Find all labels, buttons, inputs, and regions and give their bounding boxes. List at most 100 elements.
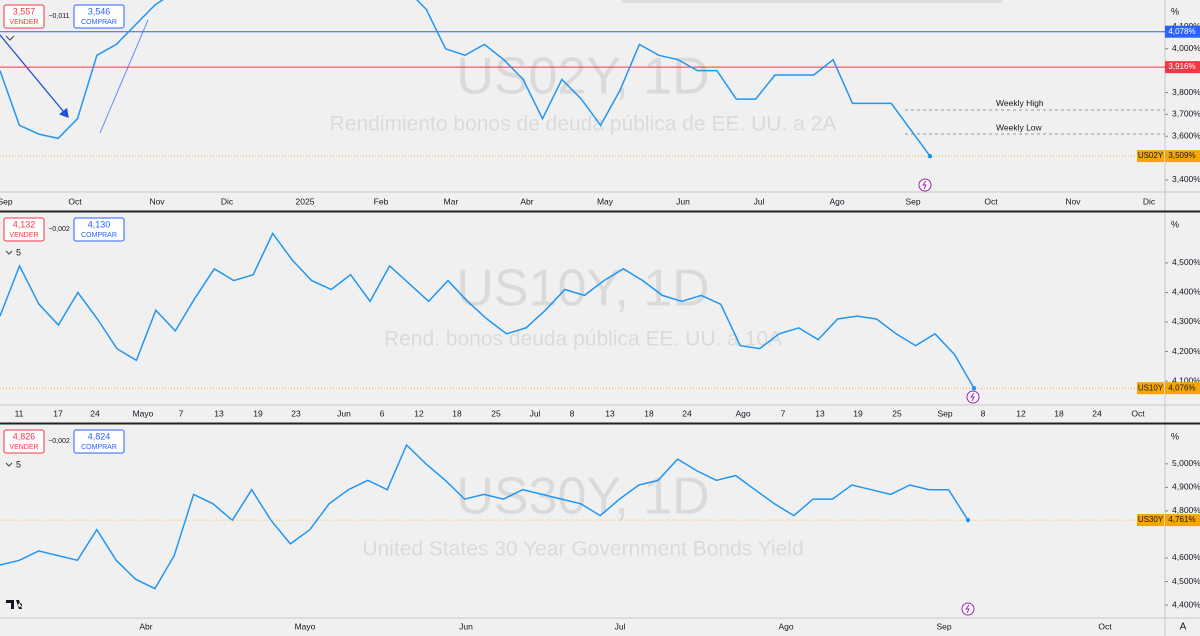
x-tick-label: 17 <box>53 408 63 418</box>
y-tick-label: 4,100% <box>1172 375 1200 385</box>
x-tick-label: 6 <box>380 408 385 418</box>
x-tick-label: Mayo <box>133 408 154 418</box>
y-tick-label: 3,600% <box>1172 130 1200 140</box>
x-tick-label: Oct <box>1131 408 1145 418</box>
x-tick-label: Jun <box>337 408 351 418</box>
x-tick-label: Nov <box>1065 196 1081 206</box>
interval-badge: 5 <box>16 459 21 469</box>
y-tick-label: 4,400% <box>1172 287 1200 297</box>
x-tick-label: 19 <box>853 408 863 418</box>
collapse-chevron[interactable] <box>5 462 13 467</box>
sell-price: 3,557 <box>13 6 36 16</box>
x-tick-label: 7 <box>179 408 184 418</box>
lightning-icons <box>918 178 980 616</box>
y-tick-label: 4,400% <box>1172 599 1200 609</box>
y-tick-label: 4,500% <box>1172 576 1200 586</box>
x-tick-label: Dic <box>1143 196 1156 206</box>
x-tick-label: Oct <box>68 196 82 206</box>
x-tick-label: Mayo <box>295 621 316 631</box>
sell-price: 4,826 <box>13 431 36 441</box>
x-tick-label: 8 <box>981 408 986 418</box>
y-tick-label: 4,200% <box>1172 346 1200 356</box>
buy-button[interactable] <box>73 217 125 242</box>
price-tag-label: 4,078% <box>1168 27 1195 36</box>
x-tick-label: 24 <box>682 408 692 418</box>
x-tick-label: 7 <box>781 408 786 418</box>
x-tick-label: Jul <box>530 408 541 418</box>
buy-label: COMPRAR <box>81 19 117 26</box>
symbol-tag-label: US02Y <box>1138 151 1164 160</box>
buy-button[interactable] <box>73 429 125 454</box>
trade-buttons: 4,132 VENDER −0,002 4,130 COMPRAR <box>3 217 125 242</box>
x-tick-label: Abr <box>520 196 533 206</box>
y-tick-label: 4,000% <box>1172 43 1200 53</box>
x-tick-label: Ago <box>829 196 844 206</box>
last-point <box>971 385 977 391</box>
last-value-tag <box>1165 514 1200 527</box>
axis-unit: % <box>1171 431 1179 441</box>
x-tick-label: 18 <box>644 408 654 418</box>
buy-label: COMPRAR <box>81 232 117 239</box>
last-point <box>927 153 933 159</box>
x-tick-label: May <box>597 196 614 206</box>
x-tick-label: Oct <box>984 196 998 206</box>
last-point <box>965 517 971 523</box>
x-tick-label: Ago <box>778 621 793 631</box>
x-tick-label: 2025 <box>296 196 315 206</box>
spread: −0,011 <box>48 13 69 20</box>
collapse-chevron[interactable] <box>5 250 13 255</box>
arrow-drawing <box>0 34 69 119</box>
y-tick-label: 4,900% <box>1172 482 1200 492</box>
sell-button[interactable] <box>3 4 45 29</box>
trend-drawing <box>99 19 149 134</box>
x-tick-label: Jul <box>615 621 626 631</box>
x-tick-label: Jun <box>676 196 690 206</box>
last-value-label: 4,076% <box>1168 383 1195 392</box>
y-tick-label: 4,300% <box>1172 316 1200 326</box>
buy-button[interactable] <box>73 4 125 29</box>
x-tick-label: 23 <box>291 408 301 418</box>
x-tick-label: 19 <box>253 408 263 418</box>
x-tick-label: Dic <box>221 196 234 206</box>
axis-mode[interactable]: A <box>1180 622 1187 633</box>
toolbar-edge <box>622 0 1002 3</box>
sell-button[interactable] <box>3 217 45 242</box>
x-tick-label: 24 <box>1092 408 1102 418</box>
watermark-subtitle: Rendimiento bonos de deuda pública de EE… <box>330 113 837 136</box>
x-tick-label: 12 <box>1016 408 1026 418</box>
sell-label: VENDER <box>9 232 38 239</box>
buy-label: COMPRAR <box>81 444 117 451</box>
y-tick-label: 5,000% <box>1172 458 1200 468</box>
watermark-subtitle: United States 30 Year Government Bonds Y… <box>362 538 803 561</box>
x-tick-label: 12 <box>414 408 424 418</box>
price-tag-label: 3,916% <box>1168 62 1195 71</box>
collapse-chevron[interactable] <box>5 35 15 41</box>
x-tick-label: Oct <box>1098 621 1112 631</box>
x-tick-label: Jun <box>459 621 473 631</box>
last-value-label: 3,509% <box>1168 151 1195 160</box>
x-tick-label: 13 <box>815 408 825 418</box>
x-tick-label: 18 <box>1054 408 1064 418</box>
symbol-tag <box>1137 150 1164 163</box>
price-line <box>0 0 931 157</box>
price-line <box>0 443 969 590</box>
x-tick-label: 8 <box>570 408 575 418</box>
spread: −0,002 <box>48 438 70 445</box>
last-value-tag <box>1165 150 1200 163</box>
buy-price: 3,546 <box>88 6 111 16</box>
symbol-tag <box>1137 382 1164 395</box>
level-label: Weekly Low <box>996 122 1043 132</box>
sell-label: VENDER <box>9 444 38 451</box>
price-tag <box>1165 61 1200 74</box>
sell-label: VENDER <box>9 19 38 26</box>
watermark-title: US10Y, 1D <box>456 260 709 318</box>
price-line <box>0 231 975 389</box>
y-tick-label: 3,700% <box>1172 109 1200 119</box>
x-tick-label: Sep <box>905 196 920 206</box>
last-value-tag <box>1165 382 1200 395</box>
x-tick-label: 24 <box>90 408 100 418</box>
sell-button[interactable] <box>3 429 45 454</box>
buy-price: 4,130 <box>88 219 111 229</box>
